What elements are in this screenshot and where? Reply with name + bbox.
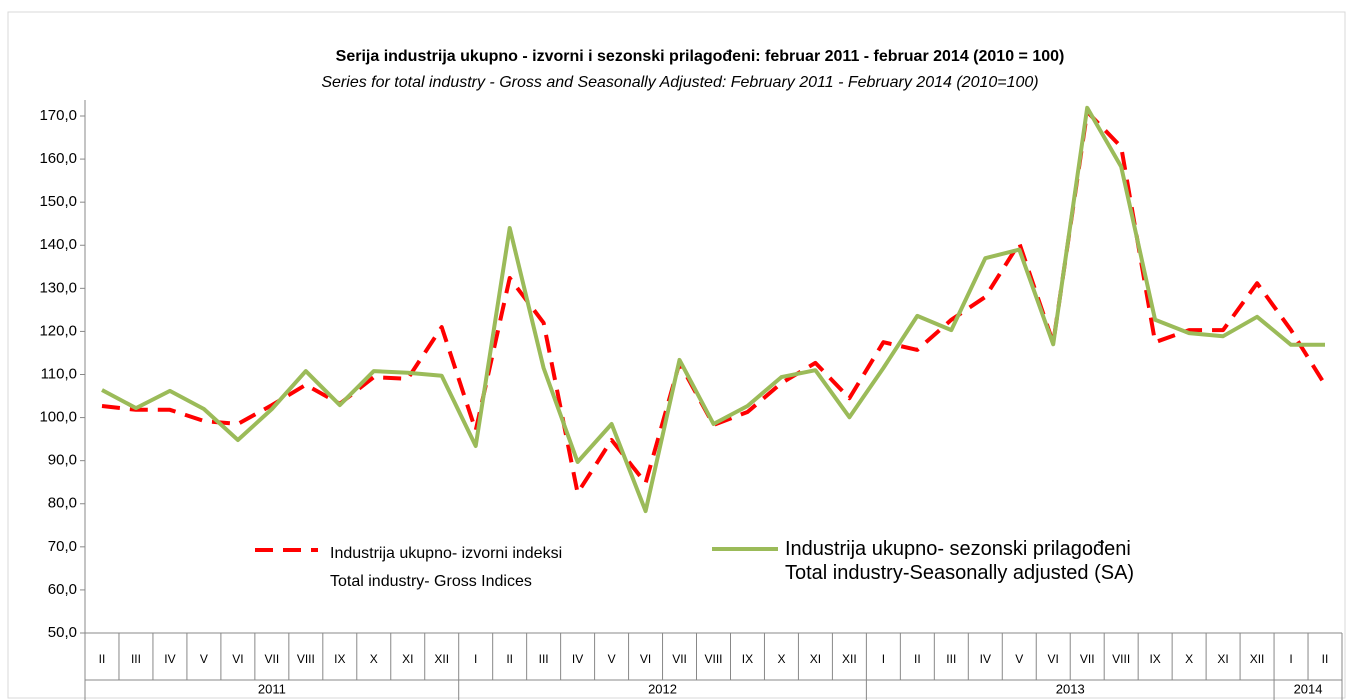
x-tick-label: IV <box>572 652 583 666</box>
year-label: 2012 <box>648 681 677 696</box>
x-tick-label: VIII <box>704 652 722 666</box>
x-tick-label: IV <box>164 652 175 666</box>
y-tick-label: 50,0 <box>48 624 77 641</box>
x-tick-label: II <box>99 652 106 666</box>
year-label: 2011 <box>258 681 286 696</box>
x-tick-label: VI <box>1048 652 1059 666</box>
x-tick-label: XII <box>434 652 449 666</box>
x-tick-label: I <box>882 652 885 666</box>
y-tick-label: 120,0 <box>39 322 77 339</box>
legend-label: Industrija ukupno- sezonski prilagođeni … <box>785 538 1135 584</box>
y-tick-label: 100,0 <box>39 409 77 426</box>
year-label: 2013 <box>1056 681 1085 696</box>
x-tick-label: VII <box>265 652 280 666</box>
x-tick-label: V <box>608 652 616 666</box>
x-tick-label: III <box>131 652 141 666</box>
x-tick-label: VII <box>672 652 687 666</box>
y-tick-label: 80,0 <box>48 495 77 512</box>
series-line <box>101 105 1325 514</box>
x-tick-label: XI <box>1217 652 1228 666</box>
y-tick-label: 160,0 <box>39 150 77 167</box>
x-tick-label: VII <box>1080 652 1095 666</box>
x-tick-label: IX <box>742 652 753 666</box>
x-tick-label: XII <box>842 652 857 666</box>
x-tick-label: X <box>1185 652 1193 666</box>
chart-border <box>7 11 1346 699</box>
x-tick-label: IX <box>334 652 345 666</box>
x-tick-label: XI <box>402 652 413 666</box>
x-tick-label: IX <box>1149 652 1160 666</box>
x-tick-label: IV <box>980 652 991 666</box>
x-tick-label: X <box>370 652 378 666</box>
chart-title: Serija industrija ukupno - izvorni i sez… <box>336 48 1065 65</box>
x-tick-label: VIII <box>1112 652 1130 666</box>
y-tick-label: 150,0 <box>39 193 77 210</box>
x-tick-label: I <box>474 652 477 666</box>
x-tick-label: V <box>1015 652 1023 666</box>
x-tick-label: II <box>914 652 921 666</box>
x-tick-label: X <box>777 652 785 666</box>
x-tick-label: I <box>1289 652 1292 666</box>
x-tick-label: II <box>506 652 513 666</box>
x-tick-label: III <box>539 652 549 666</box>
x-tick-label: VIII <box>297 652 315 666</box>
x-tick-label: VI <box>232 652 243 666</box>
y-tick-label: 90,0 <box>48 452 77 469</box>
x-tick-label: III <box>946 652 956 666</box>
y-tick-label: 170,0 <box>39 107 77 124</box>
x-tick-label: XII <box>1250 652 1265 666</box>
x-tick-label: V <box>200 652 208 666</box>
legend-label: Industrija ukupno- izvorni indeksi Total… <box>330 545 563 590</box>
y-tick-label: 60,0 <box>48 581 77 598</box>
y-tick-label: 140,0 <box>39 236 77 253</box>
chart-subtitle: Series for total industry - Gross and Se… <box>321 74 1038 91</box>
x-tick-label: XI <box>810 652 821 666</box>
y-tick-label: 70,0 <box>48 538 77 555</box>
x-tick-label: VI <box>640 652 651 666</box>
x-tick-label: II <box>1322 652 1329 666</box>
year-label: 2014 <box>1294 681 1323 696</box>
y-tick-label: 110,0 <box>41 365 77 382</box>
y-tick-label: 130,0 <box>39 279 77 296</box>
